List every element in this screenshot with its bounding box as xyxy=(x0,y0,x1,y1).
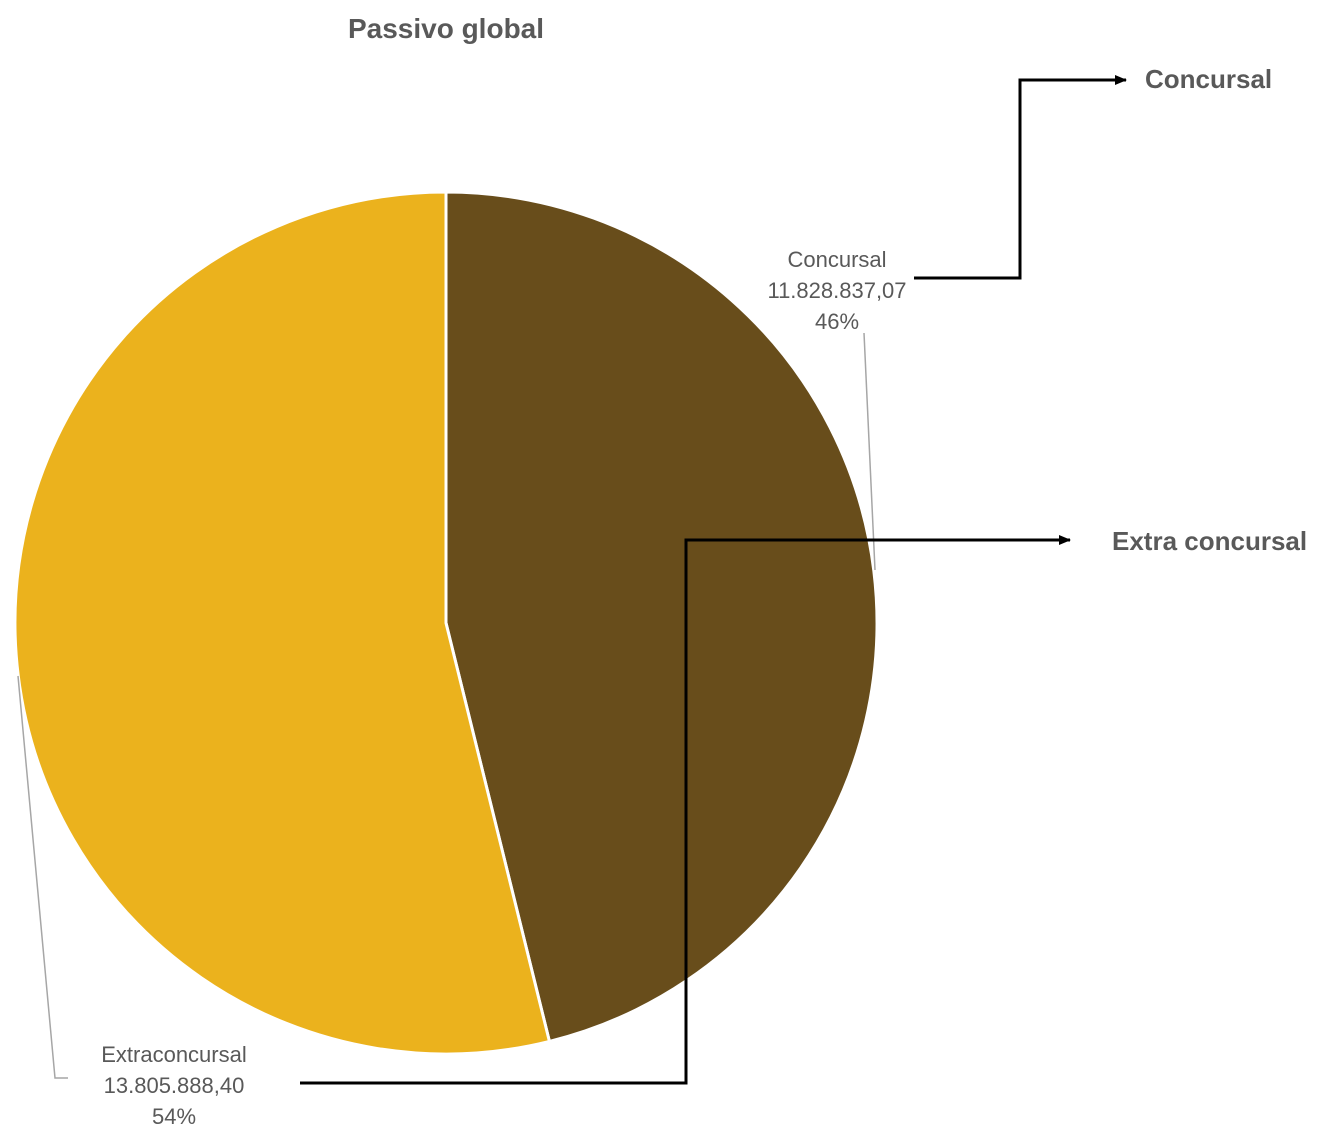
data-label-concursal-percent: 46% xyxy=(815,309,859,334)
leader-line-concursal xyxy=(863,332,876,571)
pie-slice-extraconcursal xyxy=(13,190,551,1056)
callout-text-concursal: Concursal xyxy=(1145,64,1272,94)
chart-title: Passivo global xyxy=(348,13,544,44)
data-label-extraconcursal-name: Extraconcursal xyxy=(101,1042,247,1067)
data-label-extraconcursal-percent: 54% xyxy=(152,1104,196,1129)
data-label-concursal-name: Concursal xyxy=(787,247,886,272)
pie-slice-concursal xyxy=(444,190,879,1043)
data-label-concursal-value: 11.828.837,07 xyxy=(767,278,906,303)
data-label-extraconcursal-value: 13.805.888,40 xyxy=(104,1073,245,1098)
data-label-concursal: Concursal 11.828.837,07 46% xyxy=(767,247,906,334)
callout-arrow-extra-concursal xyxy=(300,535,1071,1085)
data-label-extraconcursal: Extraconcursal 13.805.888,40 54% xyxy=(101,1042,247,1129)
callout-arrow-concursal xyxy=(914,75,1127,280)
callout-text-extra-concursal: Extra concursal xyxy=(1112,526,1307,556)
leader-line-extraconcursal xyxy=(17,675,68,1079)
pie-slices xyxy=(13,190,879,1056)
